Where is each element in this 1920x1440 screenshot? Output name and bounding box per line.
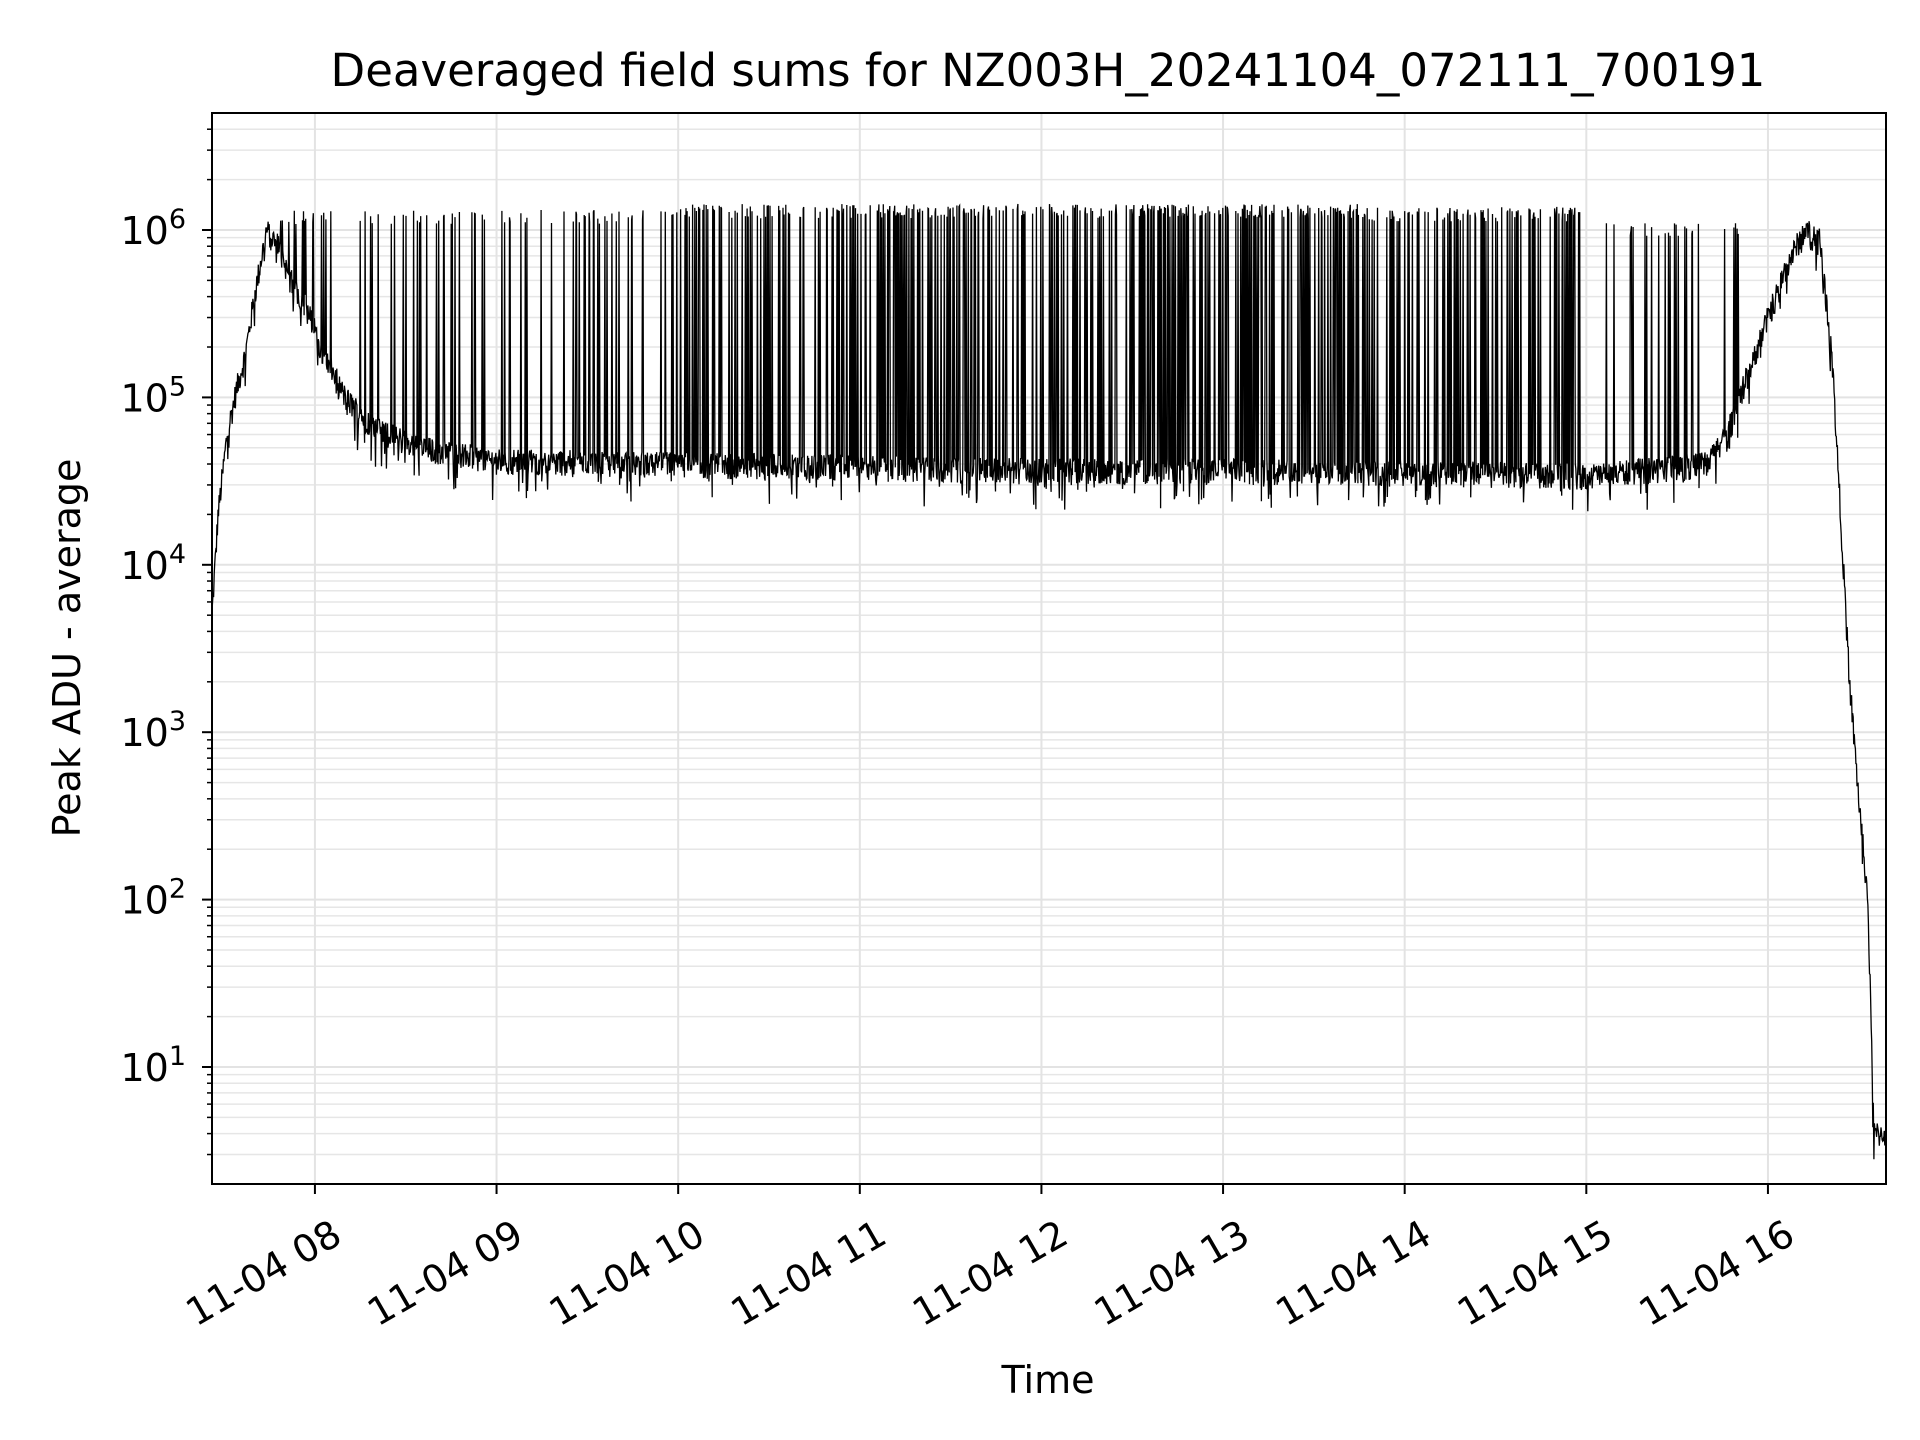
y-tick-label: 105	[120, 371, 186, 420]
x-tick-label: 11-04 12	[905, 1211, 1075, 1335]
y-tick-label: 103	[120, 706, 186, 755]
y-tick-label: 102	[120, 874, 186, 923]
data-series-line	[211, 203, 1887, 1160]
x-tick-label: 11-04 13	[1087, 1211, 1257, 1335]
y-tick-label: 104	[120, 539, 186, 588]
x-tick-label: 11-04 08	[179, 1211, 349, 1335]
x-tick-label: 11-04 10	[542, 1211, 712, 1335]
plot-frame	[211, 112, 1887, 1185]
series-polyline	[211, 203, 1887, 1160]
x-tick-label: 11-04 09	[360, 1211, 530, 1335]
chart-title: Deaveraged field sums for NZ003H_2024110…	[331, 44, 1766, 97]
x-tick-label: 11-04 15	[1450, 1211, 1620, 1335]
x-axis: 11-04 08 11-04 09 11-04 10 11-04 11 11-04 12…	[179, 1184, 1802, 1335]
y-axis-label: Peak ADU - average	[45, 459, 89, 838]
x-axis-label: Time	[1001, 1358, 1095, 1402]
x-tick-label: 11-04 11	[723, 1211, 893, 1335]
x-tick-label: 11-04 14	[1268, 1211, 1438, 1335]
y-axis: 101 102 103 104 105 106	[120, 128, 212, 1156]
x-tick-label: 11-04 16	[1632, 1211, 1802, 1335]
y-tick-label: 106	[120, 204, 186, 253]
y-tick-label: 101	[120, 1041, 186, 1090]
